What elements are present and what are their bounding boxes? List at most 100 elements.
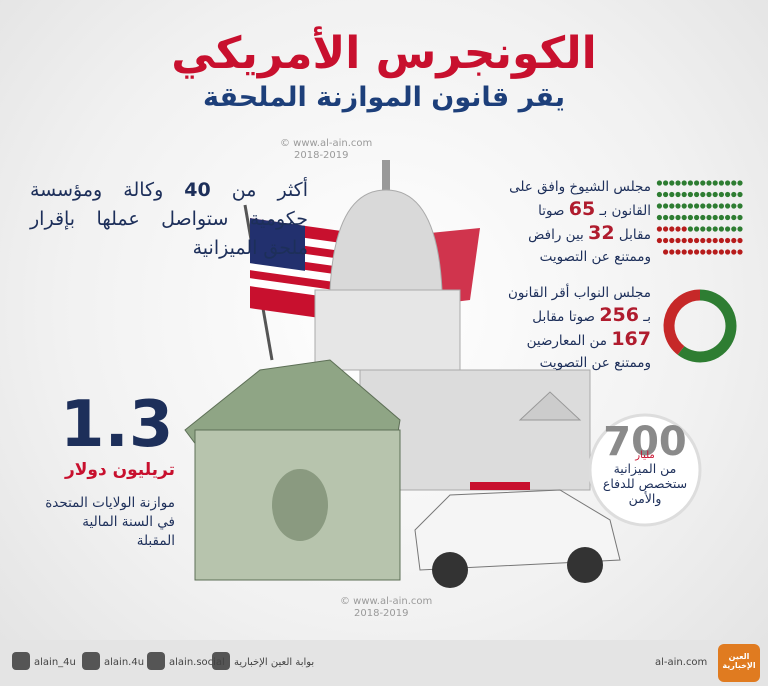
senate-yes-dot bbox=[706, 191, 712, 198]
senate-no-dot bbox=[725, 249, 731, 255]
senate-yes-dot bbox=[706, 203, 712, 209]
agencies-text: أكثر من 40 وكالة ومؤسسة حكومية ستواصل عم… bbox=[30, 176, 308, 263]
senate-yes-dot bbox=[706, 226, 712, 232]
senate-yes-dot bbox=[712, 180, 718, 186]
senate-yes-dot bbox=[656, 203, 663, 209]
instagram-handle[interactable]: alain.4u bbox=[104, 657, 145, 668]
house-yes: 256 bbox=[599, 304, 639, 326]
twitter-handle[interactable]: alain_4u bbox=[34, 657, 76, 668]
senate-yes-dot bbox=[663, 214, 669, 221]
senate-yes-dot bbox=[669, 191, 675, 198]
senate-yes-dot bbox=[737, 180, 743, 186]
senate-yes-dot bbox=[718, 180, 725, 186]
footer bbox=[0, 640, 768, 686]
house-yes-unit: صوتا bbox=[568, 309, 596, 325]
senate-yes-dot bbox=[656, 191, 663, 198]
police-car bbox=[414, 482, 621, 588]
agencies-count: 40 bbox=[184, 179, 211, 201]
house-yes-arc bbox=[677, 289, 737, 363]
senate-yes-dot bbox=[675, 214, 681, 221]
senate-no-dot bbox=[656, 226, 663, 232]
senate-yes-dot bbox=[700, 203, 706, 209]
senate-yes-dot bbox=[731, 203, 737, 209]
senate-no-dot bbox=[656, 237, 663, 244]
senate-yes-dot bbox=[663, 180, 669, 186]
budget-note: موازنة الولايات المتحدة في السنة المالية… bbox=[45, 495, 175, 549]
senate-yes-dot bbox=[681, 180, 687, 186]
senate-yes-dot bbox=[681, 214, 687, 221]
senate-yes-dot bbox=[737, 191, 743, 198]
watermark: © www.al-ain.com 2018-2019 bbox=[280, 138, 372, 162]
house-no: 167 bbox=[611, 328, 651, 350]
senate-no-dot bbox=[681, 249, 687, 255]
senate-yes-dot bbox=[687, 226, 694, 232]
senate-no-dot bbox=[675, 237, 681, 244]
senate-yes-dot bbox=[737, 203, 743, 209]
senate-no-dot bbox=[737, 249, 743, 255]
senate-no-dot bbox=[731, 237, 737, 244]
defense-amount: 700 bbox=[603, 419, 687, 465]
senate-no-dot bbox=[663, 237, 669, 244]
watermark-site: © www.al-ain.com bbox=[340, 596, 433, 607]
defense: 700 مليار من الميزانية ستخصص للدفاع والأ… bbox=[598, 420, 692, 506]
senate-no-dot bbox=[681, 237, 687, 244]
senate-yes-dot bbox=[687, 191, 694, 198]
senate-no-dot bbox=[706, 237, 712, 244]
senate-no: 32 bbox=[588, 222, 615, 244]
senate-no-dot bbox=[706, 249, 712, 255]
subtitle: يقر قانون الموازنة الملحقة bbox=[202, 82, 565, 113]
senate-dots bbox=[656, 180, 743, 255]
senate-against: مقابل bbox=[618, 227, 651, 243]
youtube-handle[interactable]: بوابة العين الإخبارية bbox=[234, 657, 315, 668]
senate-no-dot bbox=[718, 249, 725, 255]
senate-yes-dot bbox=[656, 214, 663, 221]
senate-no-dot bbox=[712, 249, 718, 255]
senate-no-dot bbox=[669, 226, 675, 232]
house-tail: من المعارضين وممتنع عن التصويت bbox=[526, 333, 651, 371]
senate-no-dot bbox=[731, 249, 737, 255]
senate-no-dot bbox=[663, 226, 669, 232]
logo: العين الإخبارية bbox=[722, 652, 756, 670]
senate-yes-dot bbox=[731, 191, 737, 198]
site-link[interactable]: al-ain.com bbox=[655, 657, 708, 668]
senate-yes-dot bbox=[731, 180, 737, 186]
senate-yes-dot bbox=[706, 180, 712, 186]
senate-yes-dot bbox=[700, 180, 706, 186]
senate-no-dot bbox=[663, 249, 669, 255]
agencies-after: وكالة ومؤسسة حكومية ستواصل عملها بإقرار … bbox=[30, 179, 308, 259]
senate-yes-dot bbox=[675, 180, 681, 186]
senate-yes-dot bbox=[718, 226, 725, 232]
senate-yes-dot bbox=[718, 214, 725, 221]
senate-yes-dot bbox=[712, 226, 718, 232]
senate-yes-dot bbox=[681, 203, 687, 209]
senate-yes-dot bbox=[725, 191, 731, 198]
senate-yes-dot bbox=[669, 203, 675, 209]
senate-yes-dot bbox=[725, 180, 731, 186]
senate-yes-dot bbox=[718, 191, 725, 198]
senate-yes-dot bbox=[706, 214, 712, 221]
senate-no-dot bbox=[687, 249, 694, 255]
budget-unit: تريليون دولار bbox=[64, 460, 175, 480]
senate-yes-dot bbox=[718, 203, 725, 209]
senate-no-dot bbox=[718, 237, 725, 244]
defense-circle bbox=[588, 413, 702, 527]
senate-yes: 65 bbox=[568, 198, 596, 220]
senate-yes-dot bbox=[700, 226, 706, 232]
senate-yes-dot bbox=[694, 214, 700, 221]
senate-no-dot bbox=[725, 237, 731, 244]
senate-yes-dot bbox=[675, 191, 681, 198]
senate-no-dot bbox=[694, 249, 700, 255]
house-ring bbox=[663, 289, 737, 363]
agencies-before: أكثر من bbox=[231, 179, 309, 201]
money-house bbox=[184, 359, 401, 581]
senate-no-dot bbox=[737, 237, 743, 244]
defense-text: من الميزانية ستخصص للدفاع والأمن bbox=[602, 461, 688, 506]
senate-yes-dot bbox=[737, 214, 743, 221]
watermark-years: 2018-2019 bbox=[354, 608, 409, 619]
facebook-handle[interactable]: alain.social bbox=[169, 657, 225, 668]
senate-yes-dot bbox=[669, 180, 675, 186]
senate-yes-dot bbox=[663, 191, 669, 198]
senate-yes-dot bbox=[694, 191, 700, 198]
senate-yes-dot bbox=[731, 226, 737, 232]
senate-lead: مجلس الشيوخ وافق على القانون بـ bbox=[509, 179, 651, 219]
